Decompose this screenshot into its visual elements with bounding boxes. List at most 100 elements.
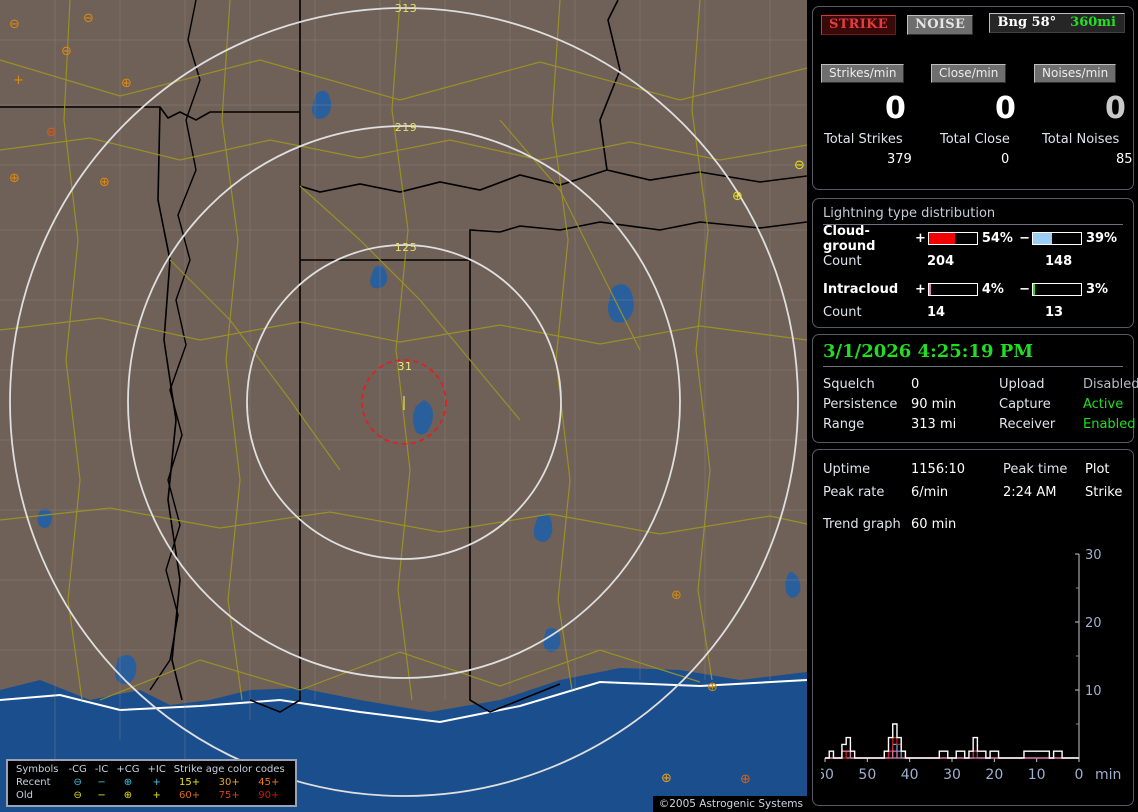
legend-header-age-codes: Strike age color codes — [173, 764, 285, 775]
trend-stats-grid: Uptime 1156:10 Peak time Plot Peak rate … — [823, 458, 1123, 504]
count-label: Count — [823, 304, 862, 320]
strikes-per-min-button[interactable]: Strikes/min — [821, 64, 905, 83]
strike-marker: ⊖ — [46, 125, 57, 140]
strike-marker: + — [13, 73, 24, 88]
noise-mode-button[interactable]: NOISE — [907, 15, 974, 35]
legend-age-45: 45+ — [258, 777, 280, 788]
plot-value: Strike — [1085, 485, 1123, 500]
cg-positive-count: 204 — [927, 253, 955, 269]
range-ring-label: 313 — [394, 2, 418, 15]
capture-label: Capture — [999, 397, 1051, 412]
legend-table: Symbols -CG -IC +CG +IC Strike age color… — [14, 763, 289, 802]
settings-grid: Squelch 0 Upload Disabled Persistence 90… — [823, 367, 1138, 435]
svg-text:30: 30 — [1085, 548, 1102, 563]
cg-negative-bar — [1032, 232, 1082, 245]
range-ring-label: 31 — [397, 360, 413, 373]
strike-marker: ⊕ — [661, 771, 672, 786]
svg-text:20: 20 — [1085, 616, 1102, 631]
ic-negative-pct: 3% — [1085, 282, 1109, 297]
receiver-label: Receiver — [999, 417, 1056, 432]
legend-row-old: Old ⊖ − ⊕ + 60+ 75+ 90+ — [14, 789, 289, 802]
intracloud-count-row: Count 14 13 — [823, 301, 1123, 323]
legend-header-row: Symbols -CG -IC +CG +IC Strike age color… — [14, 763, 289, 776]
positive-sign: + — [915, 282, 926, 297]
copyright-notice: ©2005 Astrogenic Systems — [652, 796, 807, 812]
cg-positive-pct: 54% — [981, 231, 1013, 246]
legend-header-pos-ic: +IC — [147, 764, 166, 775]
legend-age-60: 60+ — [179, 790, 201, 801]
trend-chart-svg: 10 20 30 60 50 40 30 20 10 0 min — [816, 548, 1121, 783]
legend-age-75: 75+ — [218, 790, 240, 801]
legend-age-15: 15+ — [179, 777, 201, 788]
count-label: Count — [823, 253, 862, 269]
legend-sym-pos-ic-icon: + — [152, 777, 161, 788]
divider — [823, 366, 1123, 367]
map-range-value: 313 mi — [911, 417, 957, 432]
svg-text:20: 20 — [985, 767, 1003, 783]
negative-sign: − — [1019, 231, 1031, 246]
strike-marker: ⊕ — [99, 175, 110, 190]
strike-marker: ⊕ — [671, 588, 682, 603]
svg-text:50: 50 — [858, 767, 876, 783]
legend-header-neg-ic: -IC — [94, 764, 109, 775]
legend-sym-pos-ic-icon: + — [152, 790, 161, 801]
cloud-ground-label: Cloud-ground — [823, 223, 876, 254]
persistence-value: 90 min — [911, 397, 957, 412]
ic-positive-count: 14 — [927, 304, 946, 320]
strike-marker: ⊖ — [83, 11, 94, 26]
intracloud-row: Intracloud + 4% − 3% — [823, 278, 1123, 301]
radar-map-panel[interactable]: 313 219 125 31 ⊖ ⊖ ⊖ + ⊕ ⊖ ⊕ ⊕ ⊖ ⊕ ⊕ ⊕ ⊕… — [0, 0, 807, 812]
total-close-label: Total Close — [940, 132, 1010, 147]
squelch-label: Squelch — [823, 377, 875, 392]
close-per-min-button[interactable]: Close/min — [931, 64, 1007, 83]
trend-graph-setting: Trend graph 60 min — [823, 513, 1123, 536]
legend-sym-pos-cg-icon: ⊕ — [123, 790, 133, 801]
strike-marker: ⊕ — [707, 680, 718, 695]
strike-mode-button[interactable]: STRIKE — [821, 15, 896, 35]
trend-panel: Uptime 1156:10 Peak time Plot Peak rate … — [812, 449, 1134, 806]
legend-sym-neg-ic-icon: − — [97, 790, 106, 801]
legend-row-recent: Recent ⊖ − ⊕ + 15+ 30+ 45+ — [14, 776, 289, 789]
intracloud-label: Intracloud — [823, 282, 899, 297]
total-noises-value: 85 — [1116, 152, 1133, 167]
cg-positive-bar — [928, 232, 978, 245]
bearing-range-display: Bng 58° 360mi — [988, 13, 1125, 33]
cg-negative-count: 148 — [1045, 253, 1073, 269]
capture-value: Active — [1083, 397, 1124, 412]
strike-marker: ⊖ — [9, 17, 20, 32]
squelch-value: 0 — [911, 377, 920, 392]
total-strikes-label: Total Strikes — [824, 132, 903, 147]
svg-text:30: 30 — [943, 767, 961, 783]
total-noises-label: Total Noises — [1042, 132, 1120, 147]
legend-row-label: Old — [16, 790, 33, 801]
datetime-display: 3/1/2026 4:25:19 PM — [823, 341, 1034, 362]
range-ring-label: 219 — [394, 121, 418, 134]
strike-marker: ⊕ — [740, 772, 751, 787]
legend-age-90: 90+ — [258, 790, 280, 801]
negative-sign: − — [1019, 282, 1031, 297]
range-value: 360mi — [1070, 15, 1116, 30]
cloud-ground-row: Cloud-ground + 54% − 39% — [823, 224, 1123, 254]
bearing-value: Bng 58° — [997, 15, 1057, 30]
legend-sym-pos-cg-icon: ⊕ — [123, 777, 133, 788]
legend-age-30: 30+ — [218, 777, 240, 788]
divider — [823, 224, 1123, 225]
noises-per-min-button[interactable]: Noises/min — [1034, 64, 1117, 83]
strikes-per-min-value: 0 — [885, 91, 906, 126]
svg-text:40: 40 — [901, 767, 919, 783]
upload-value: Disabled — [1083, 377, 1138, 392]
cg-negative-pct: 39% — [1085, 231, 1118, 246]
peak-rate-label: Peak rate — [823, 485, 885, 500]
peak-time-value: 2:24 AM — [1003, 485, 1057, 500]
clock-settings-panel: 3/1/2026 4:25:19 PM Squelch 0 Upload Dis… — [812, 334, 1138, 443]
receiver-value: Enabled — [1083, 417, 1136, 432]
legend-header-neg-cg: -CG — [68, 764, 87, 775]
close-per-min-value: 0 — [995, 91, 1016, 126]
status-panel: STRIKE NOISE Bng 58° 360mi Strikes/min Cl… — [812, 6, 1134, 190]
trend-graph-value: 60 min — [911, 517, 957, 532]
distribution-title: Lightning type distribution — [823, 206, 996, 221]
ic-positive-bar — [928, 283, 978, 296]
uptime-value: 1156:10 — [911, 462, 966, 477]
total-strikes-value: 379 — [887, 152, 912, 167]
strike-marker: ⊖ — [794, 158, 805, 173]
